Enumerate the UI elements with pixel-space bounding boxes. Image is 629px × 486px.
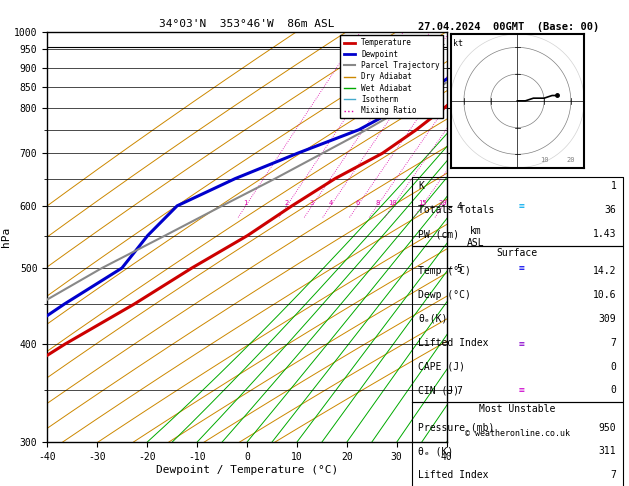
Text: Dewp (°C): Dewp (°C) — [418, 290, 471, 300]
Text: 20: 20 — [567, 157, 575, 163]
Text: Surface: Surface — [497, 248, 538, 258]
Text: PW (cm): PW (cm) — [418, 229, 459, 239]
Text: 4: 4 — [328, 200, 333, 206]
Text: 10: 10 — [389, 200, 397, 206]
Text: 950: 950 — [599, 423, 616, 433]
Text: 20: 20 — [439, 200, 447, 206]
Text: Lifted Index: Lifted Index — [418, 338, 489, 348]
Text: © weatheronline.co.uk: © weatheronline.co.uk — [465, 429, 570, 438]
Text: θₑ(K): θₑ(K) — [418, 314, 448, 324]
Text: 8: 8 — [375, 200, 379, 206]
Text: 7: 7 — [611, 470, 616, 480]
Y-axis label: hPa: hPa — [1, 227, 11, 247]
Text: 1.43: 1.43 — [593, 229, 616, 239]
Text: 3: 3 — [310, 200, 314, 206]
Text: ≡: ≡ — [518, 63, 525, 72]
Text: 0: 0 — [611, 385, 616, 396]
Text: 10: 10 — [540, 157, 548, 163]
Text: CIN (J): CIN (J) — [418, 385, 459, 396]
Text: CAPE (J): CAPE (J) — [418, 362, 465, 372]
Title: 34°03'N  353°46'W  86m ASL: 34°03'N 353°46'W 86m ASL — [159, 19, 335, 30]
Text: Temp (°C): Temp (°C) — [418, 266, 471, 277]
Text: 311: 311 — [599, 447, 616, 456]
Text: Pressure (mb): Pressure (mb) — [418, 423, 494, 433]
Text: 27.04.2024  00GMT  (Base: 00): 27.04.2024 00GMT (Base: 00) — [418, 22, 599, 32]
Text: ≡: ≡ — [518, 148, 525, 158]
Text: 309: 309 — [599, 314, 616, 324]
Text: 14.2: 14.2 — [593, 266, 616, 277]
Text: LCL: LCL — [430, 38, 445, 47]
X-axis label: Dewpoint / Temperature (°C): Dewpoint / Temperature (°C) — [156, 465, 338, 475]
Text: 2: 2 — [285, 200, 289, 206]
Text: 36: 36 — [604, 205, 616, 215]
Text: ≡: ≡ — [518, 263, 525, 273]
Text: 7: 7 — [611, 338, 616, 348]
Text: 1: 1 — [243, 200, 248, 206]
Text: 15: 15 — [418, 200, 426, 206]
Text: ≡: ≡ — [518, 103, 525, 113]
Text: 6: 6 — [355, 200, 360, 206]
Text: 10.6: 10.6 — [593, 290, 616, 300]
Text: 1: 1 — [611, 181, 616, 191]
Text: Most Unstable: Most Unstable — [479, 404, 555, 414]
Text: ≡: ≡ — [518, 201, 525, 211]
Text: K: K — [418, 181, 424, 191]
Text: Lifted Index: Lifted Index — [418, 470, 489, 480]
Text: ≡: ≡ — [518, 385, 525, 395]
Y-axis label: km
ASL: km ASL — [467, 226, 485, 248]
Text: ≡: ≡ — [518, 82, 525, 92]
Text: ≡: ≡ — [518, 44, 525, 54]
Text: θₑ (K): θₑ (K) — [418, 447, 454, 456]
Legend: Temperature, Dewpoint, Parcel Trajectory, Dry Adiabat, Wet Adiabat, Isotherm, Mi: Temperature, Dewpoint, Parcel Trajectory… — [340, 35, 443, 118]
Text: ≡: ≡ — [518, 339, 525, 349]
Text: Totals Totals: Totals Totals — [418, 205, 494, 215]
Text: 0: 0 — [611, 362, 616, 372]
Text: kt: kt — [454, 39, 463, 49]
